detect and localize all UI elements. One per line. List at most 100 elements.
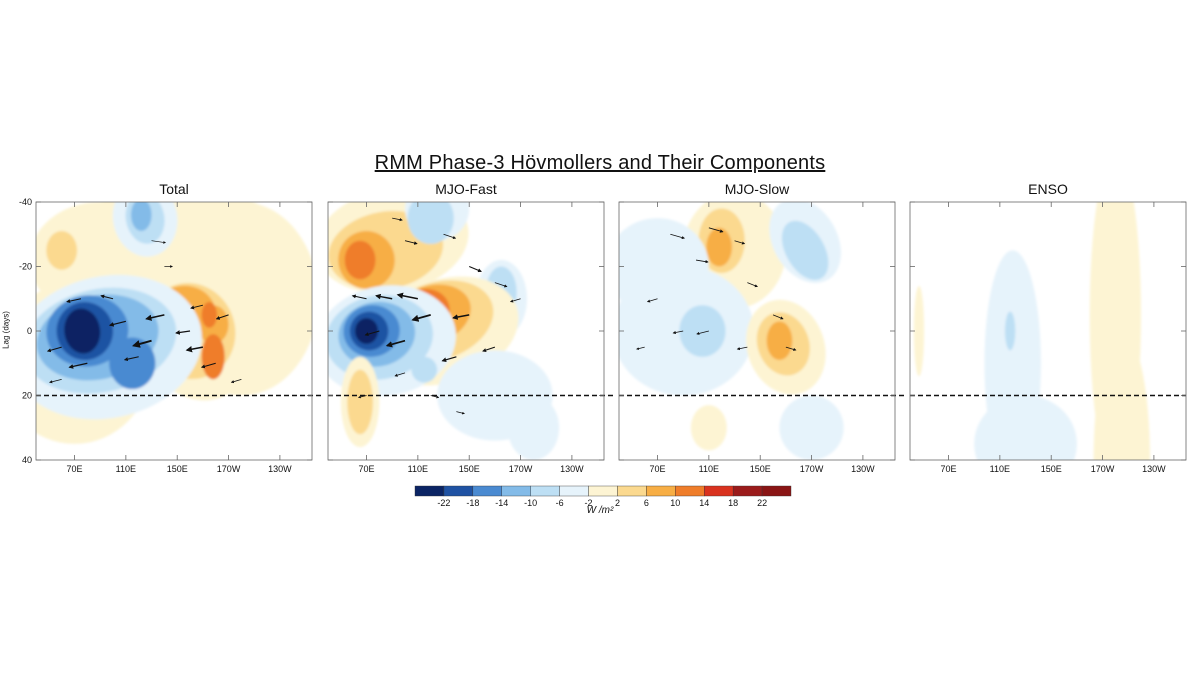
panel-total: 70E 110E 150E 170W 130W -40 -20 0 20 40 <box>19 197 324 474</box>
colorbar-swatch <box>501 485 531 497</box>
colorbar-label: -10 <box>524 498 537 508</box>
y-tick-label: 0 <box>27 326 32 336</box>
x-tick-label: 150E <box>459 464 480 474</box>
contour-region <box>507 395 560 460</box>
wind-vector <box>396 292 419 300</box>
colorbar-swatch <box>588 485 618 497</box>
contour-region <box>781 220 829 280</box>
colorbar: -22 -18 -14 -10 -6 -2 2 6 10 14 18 22 <box>414 485 792 508</box>
wind-vector <box>482 346 496 353</box>
panel-title-mjo-slow: MJO-Slow <box>724 181 790 197</box>
wind-vector <box>123 356 139 362</box>
wind-vector <box>68 362 88 369</box>
x-tick-label: 150E <box>750 464 771 474</box>
colorbar-label: 6 <box>644 498 649 508</box>
wind-vector <box>175 330 191 335</box>
colorbar-label: -2 <box>585 498 593 508</box>
colorbar-swatch <box>675 485 705 497</box>
colorbar-swatch <box>704 485 734 497</box>
wind-vector <box>443 233 457 239</box>
contour-region <box>690 405 727 451</box>
panel-title-total: Total <box>159 181 189 197</box>
wind-vector <box>108 320 127 327</box>
x-tick-label: 130W <box>1142 464 1166 474</box>
contour-region <box>407 202 454 244</box>
wind-vector <box>696 330 709 335</box>
wind-vector <box>151 240 167 244</box>
panel-mjo-slow: 70E 110E 150E 170W 130W <box>618 201 907 474</box>
colorbar-swatch <box>414 485 445 497</box>
y-tick-label: 20 <box>22 391 32 401</box>
y-tick-label: 40 <box>22 455 32 465</box>
wind-vector <box>785 346 797 351</box>
wind-vector <box>456 411 465 415</box>
x-tick-label: 110E <box>408 464 428 474</box>
wind-vector <box>185 346 204 353</box>
contour-region <box>46 231 78 270</box>
wind-vector <box>734 240 746 245</box>
wind-vector <box>49 378 62 384</box>
colorbar-label: 18 <box>728 498 738 508</box>
panel-title-enso: ENSO <box>1028 181 1068 197</box>
contour-region <box>201 334 225 380</box>
x-tick-label: 150E <box>167 464 188 474</box>
contour-region <box>679 305 726 357</box>
y-tick-label: -40 <box>19 197 32 207</box>
x-tick-label: 70E <box>359 464 375 474</box>
colorbar-swatch <box>559 485 589 497</box>
colorbar-swatch <box>646 485 676 497</box>
colorbar-label: -22 <box>437 498 450 508</box>
colorbar-label: 10 <box>670 498 680 508</box>
wind-vector <box>772 314 784 320</box>
colorbar-label: 22 <box>757 498 767 508</box>
x-tick-label: 150E <box>1041 464 1062 474</box>
contour-region <box>1004 311 1016 351</box>
wind-vector <box>357 395 367 399</box>
x-tick-label: 70E <box>650 464 666 474</box>
wind-vector <box>469 266 482 273</box>
wind-vector <box>351 294 367 300</box>
wind-vector <box>46 346 62 353</box>
x-tick-label: 70E <box>941 464 957 474</box>
x-tick-label: 130W <box>851 464 875 474</box>
wind-vector <box>215 314 229 320</box>
wind-vector <box>736 346 748 351</box>
colorbar-swatch <box>530 485 560 497</box>
x-tick-label: 130W <box>560 464 584 474</box>
x-tick-label: 170W <box>217 464 241 474</box>
wind-vector <box>66 298 82 304</box>
contour-region <box>347 369 373 435</box>
wind-vector <box>404 240 418 245</box>
x-tick-label: 110E <box>990 464 1010 474</box>
x-tick-label: 110E <box>699 464 719 474</box>
x-tick-label: 170W <box>1091 464 1115 474</box>
contour-region <box>411 356 438 383</box>
chart-title: RMM Phase-3 Hövmollers and Their Compone… <box>374 152 826 174</box>
contour-region <box>344 240 376 280</box>
panel-title-mjo-fast: MJO-Fast <box>435 181 497 197</box>
contour-region <box>766 321 793 361</box>
wind-vector <box>190 304 204 310</box>
panel-mjo-fast: 70E 110E 150E 170W 130W <box>327 201 616 474</box>
contour-region <box>109 337 156 390</box>
wind-vector <box>200 362 216 369</box>
panel-enso: 70E 110E 150E 170W 130W <box>909 201 1187 474</box>
wind-vector <box>672 330 684 335</box>
x-tick-label: 110E <box>116 464 136 474</box>
contour-region <box>201 301 218 328</box>
wind-vector <box>385 339 406 348</box>
x-tick-label: 170W <box>800 464 824 474</box>
x-tick-label: 170W <box>509 464 533 474</box>
wind-vector <box>509 298 521 303</box>
wind-vector <box>708 227 724 233</box>
contour-region <box>913 285 925 377</box>
contour-region <box>619 218 709 315</box>
wind-vector <box>230 378 242 384</box>
y-tick-label: -20 <box>19 262 32 272</box>
colorbar-swatch <box>761 485 792 497</box>
wind-vector <box>392 217 403 222</box>
colorbar-swatch <box>472 485 502 497</box>
wind-vector <box>100 294 114 300</box>
colorbar-label: 2 <box>615 498 620 508</box>
